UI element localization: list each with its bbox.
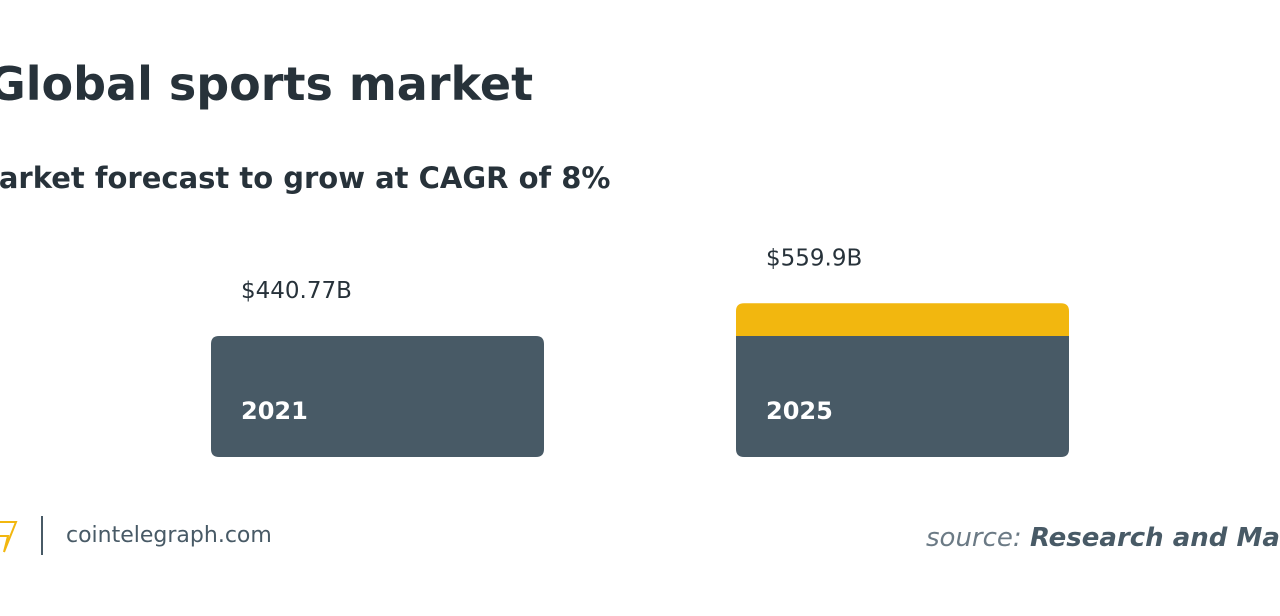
bar-growth — [736, 303, 1069, 336]
value-label: $559.9B — [766, 245, 862, 271]
chart-title: Global sports market — [0, 57, 533, 111]
source: source: Research and Markets — [926, 523, 1280, 553]
value-label: $440.77B — [241, 278, 352, 304]
source-name: Research and Markets — [1030, 523, 1280, 553]
chart-subtitle: Market forecast to grow at CAGR of 8% — [0, 161, 610, 195]
category-label: 2025 — [766, 397, 833, 425]
logo-icon — [0, 521, 18, 553]
bar-base — [736, 336, 1069, 457]
bar — [211, 336, 544, 457]
source-label: source: — [926, 523, 1022, 553]
category-label: 2021 — [241, 397, 308, 425]
brand: cointelegraph.com — [66, 523, 272, 548]
